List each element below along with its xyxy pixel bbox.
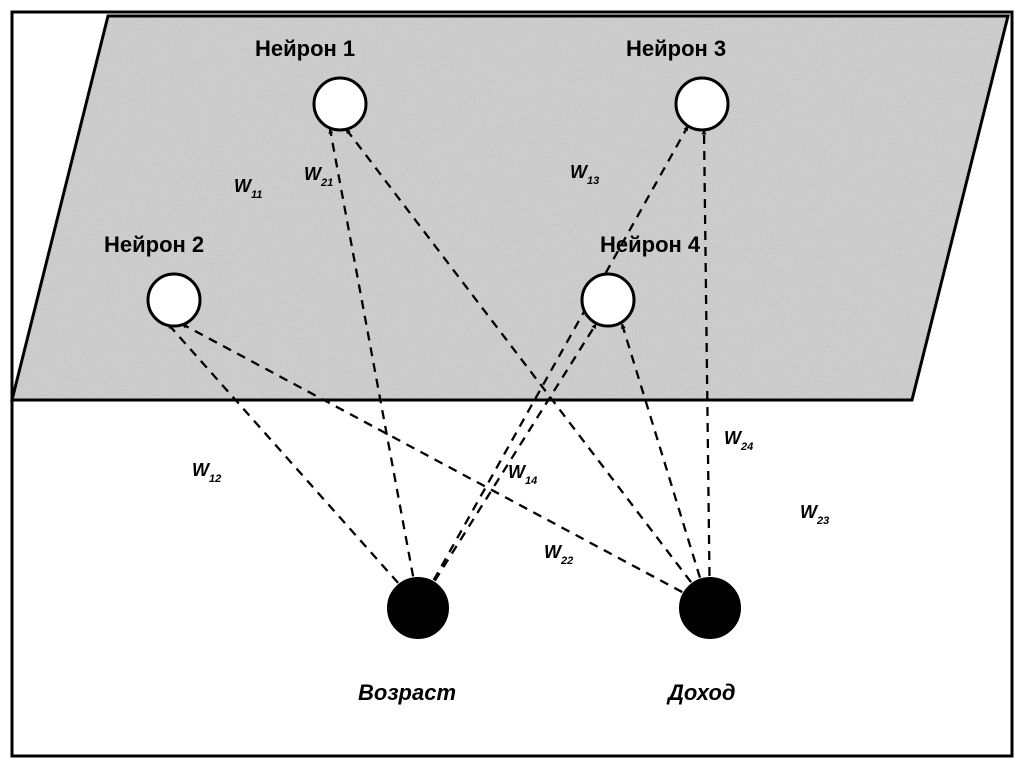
- neuron-n3: [676, 78, 728, 130]
- neuron-n2: [148, 274, 200, 326]
- neuron-n1: [314, 78, 366, 130]
- input-label-in1: Возраст: [358, 680, 456, 705]
- neuron-label-n3: Нейрон 3: [626, 36, 726, 61]
- neuron-label-n2: Нейрон 2: [104, 232, 204, 257]
- neuron-label-n4: Нейрон 4: [600, 232, 701, 257]
- input-in1: [388, 578, 448, 638]
- neuron-n4: [582, 274, 634, 326]
- input-in2: [680, 578, 740, 638]
- input-label-in2: Доход: [666, 680, 736, 705]
- neuron-label-n1: Нейрон 1: [255, 36, 355, 61]
- kohonen-plane: [12, 16, 1008, 400]
